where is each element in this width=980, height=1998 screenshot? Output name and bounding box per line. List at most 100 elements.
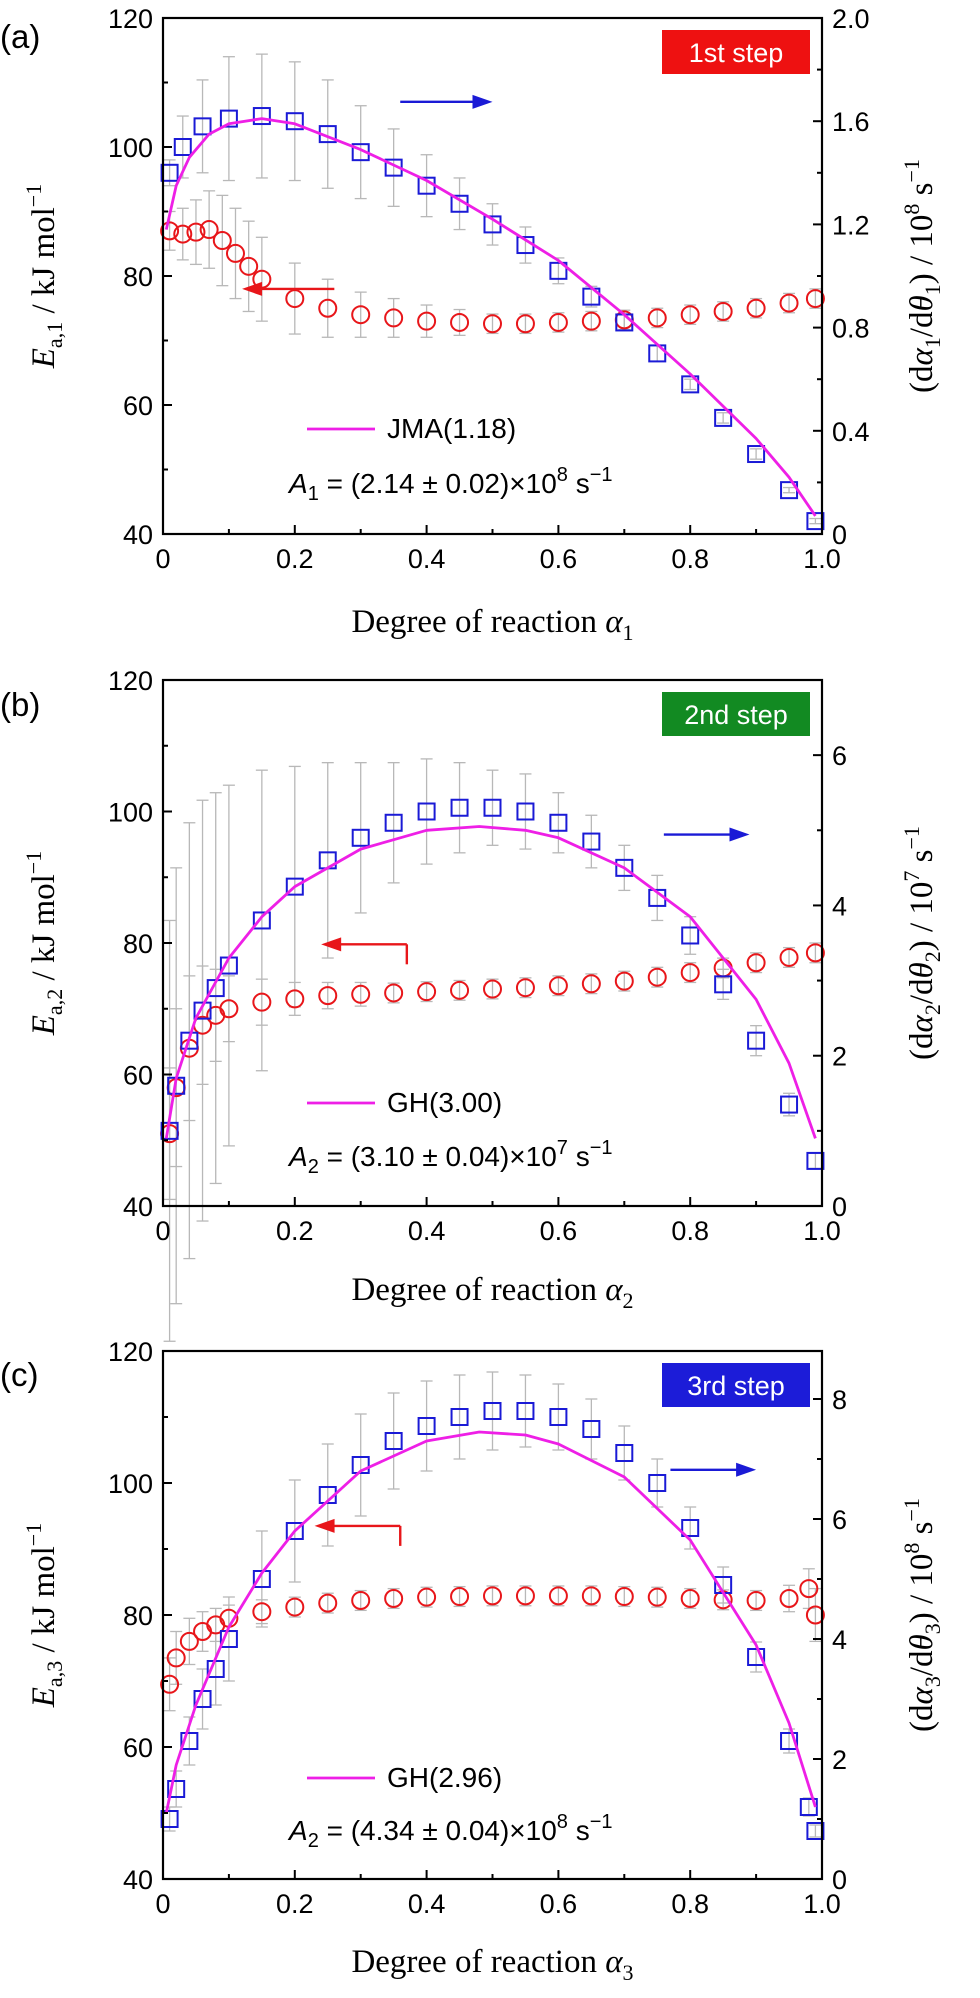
arrow-right-axis [663, 827, 750, 842]
data-point-square [714, 408, 733, 427]
data-point-square [681, 1519, 700, 1537]
step-badge-label: 3rd step [687, 1371, 785, 1401]
y-left-tick-label: 120 [108, 4, 153, 34]
data-point-circle [450, 312, 470, 332]
x-axis-label: Degree of reaction α1 [351, 604, 633, 645]
y-right-tick-label: 1.2 [832, 210, 870, 240]
data-point-circle [799, 1579, 819, 1599]
x-tick-label: 0.8 [671, 1889, 709, 1919]
data-point-circle [779, 293, 799, 313]
legend-label: JMA(1.18) [387, 413, 516, 444]
chart-panel-3: 0 0.2 0.4 0.6 0.8 1.0 40 60 80 100 120 0 2 4 6 8 (c) 3rd … [0, 1337, 945, 1985]
x-tick-label: 0 [155, 1216, 170, 1246]
data-point-circle [384, 308, 404, 328]
data-point-square [219, 1630, 238, 1648]
data-point-square [806, 512, 825, 531]
data-point-square [173, 138, 192, 156]
data-point-circle [805, 943, 825, 963]
data-point-square [780, 1732, 799, 1750]
data-point-circle [160, 1674, 180, 1694]
data-point-circle [318, 986, 338, 1006]
data-point-square [384, 1432, 403, 1450]
data-point-square [516, 802, 535, 821]
data-point-circle [515, 978, 535, 998]
x-tick-label: 0.2 [276, 544, 314, 574]
data-point-square [450, 798, 469, 817]
x-tick-label: 0.4 [408, 1889, 446, 1919]
y-left-tick-label: 60 [123, 1733, 153, 1763]
data-point-circle [239, 256, 259, 276]
data-point-square [747, 445, 766, 464]
y-right-tick-label: 0 [832, 1865, 847, 1895]
data-point-circle [483, 1586, 502, 1606]
data-point-square [516, 1402, 535, 1420]
data-point-circle [351, 1590, 371, 1610]
y-left-tick-label: 100 [108, 133, 153, 163]
data-point-circle [173, 224, 193, 244]
data-point-circle [581, 1586, 601, 1606]
arrow-right-axis [670, 1462, 757, 1477]
y-left-axis-label: Ea,1 / kJ mol−1 [21, 184, 67, 369]
step-badge-label: 2nd step [684, 700, 788, 730]
data-point-circle [417, 982, 437, 1002]
chart-panel-2: 0 0.2 0.4 0.6 0.8 1.0 40 60 80 100 120 0 2 4 6 (b) 2nd s… [0, 666, 945, 1342]
data-point-square [582, 832, 601, 851]
data-point-square [747, 1031, 766, 1050]
x-tick-label: 0 [155, 544, 170, 574]
data-point-circle [285, 989, 305, 1009]
data-point-circle [252, 992, 272, 1012]
model-fit-line [164, 117, 817, 517]
y-right-tick-label: 4 [832, 1625, 847, 1655]
x-tick-label: 0.2 [276, 1216, 314, 1246]
data-point-circle [351, 984, 371, 1004]
data-point-square [549, 1408, 568, 1426]
y-right-tick-label: 2.0 [832, 4, 870, 34]
step-badge [662, 692, 810, 736]
pre-exponential-annotation: A1 = (2.14 ± 0.02)×108 s−1 [287, 464, 613, 505]
x-tick-label: 0.8 [671, 1216, 709, 1246]
data-point-square [384, 813, 403, 832]
data-point-circle [680, 1589, 700, 1608]
panel-label: (a) [0, 18, 40, 55]
arrow-left-axis [314, 1518, 402, 1546]
y-right-tick-label: 0.8 [832, 314, 870, 344]
data-point-circle [548, 976, 568, 996]
error-bars-series-1 [163, 190, 822, 338]
data-point-square [582, 1420, 601, 1438]
pre-exponential-annotation: A2 = (4.34 ± 0.04)×108 s−1 [287, 1811, 613, 1852]
data-point-square [417, 1417, 436, 1435]
data-point-circle [285, 1597, 305, 1617]
x-tick-label: 0.6 [540, 1889, 578, 1919]
x-tick-label: 1.0 [803, 1889, 841, 1919]
y-right-tick-label: 2 [832, 1042, 847, 1072]
panel-label: (c) [0, 1356, 38, 1393]
arrow-head [736, 1462, 757, 1477]
x-tick-label: 0.8 [671, 544, 709, 574]
x-tick-label: 0.4 [408, 1216, 446, 1246]
data-point-square [806, 1151, 825, 1170]
x-tick-label: 1.0 [803, 544, 841, 574]
data-point-square [193, 1001, 212, 1020]
data-point-square [160, 163, 179, 182]
data-point-circle [647, 308, 667, 328]
data-point-circle [179, 1631, 199, 1651]
data-point-square [180, 1732, 199, 1750]
data-point-circle [746, 1590, 766, 1610]
data-point-circle [483, 979, 502, 999]
data-point-square [615, 1444, 634, 1462]
y-left-axis-label: Ea,2 / kJ mol−1 [21, 851, 67, 1036]
data-point-square [615, 858, 634, 877]
data-point-square [167, 1780, 186, 1798]
y-right-tick-label: 6 [832, 741, 847, 771]
data-point-square [285, 1522, 304, 1540]
legend-label: GH(2.96) [387, 1762, 502, 1793]
data-point-circle [680, 963, 700, 983]
data-point-square [681, 375, 700, 394]
y-right-axis-label: (dα2/dθ2) / 107 s−1 [899, 826, 945, 1060]
data-point-circle [225, 243, 245, 263]
data-point-circle [647, 1587, 667, 1607]
data-point-square [193, 117, 212, 136]
arrow-head [242, 281, 263, 296]
y-left-tick-label: 40 [123, 520, 153, 550]
